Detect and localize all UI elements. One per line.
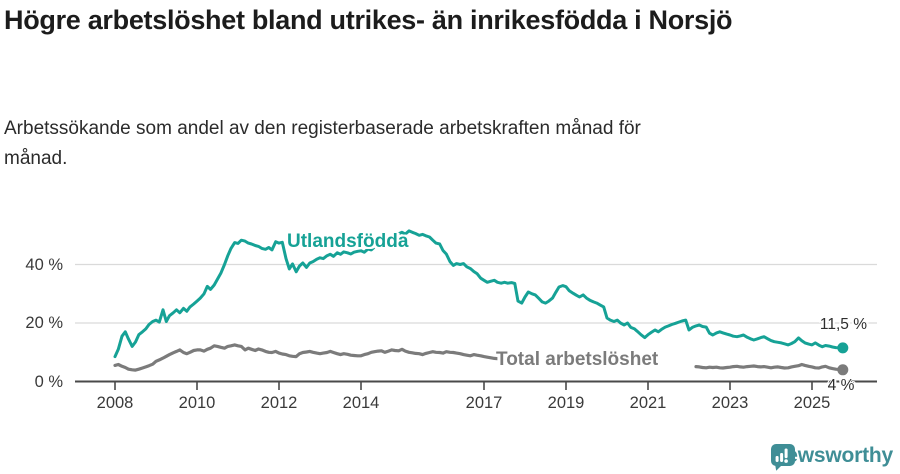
chart-title: Högre arbetslöshet bland utrikes- än inr… xyxy=(4,5,733,35)
newsworthy-speech-bubble-bar-chart-icon xyxy=(771,444,796,471)
series-end-dot-total-arbetsl-shet xyxy=(837,364,849,376)
series-end-dot-utlandsf-dda xyxy=(837,342,849,354)
chart-subtitle: Arbetssökande som andel av den registerb… xyxy=(4,118,641,169)
series-line-total-arbetsl-shet-1 xyxy=(694,362,845,372)
series-line-utlandsf-dda xyxy=(113,229,845,359)
newsworthy-wordmark: Newsworthy xyxy=(771,444,893,467)
newsworthy-logo: Newsworthy xyxy=(771,444,893,471)
series-line-total-arbetsl-shet xyxy=(113,343,503,372)
